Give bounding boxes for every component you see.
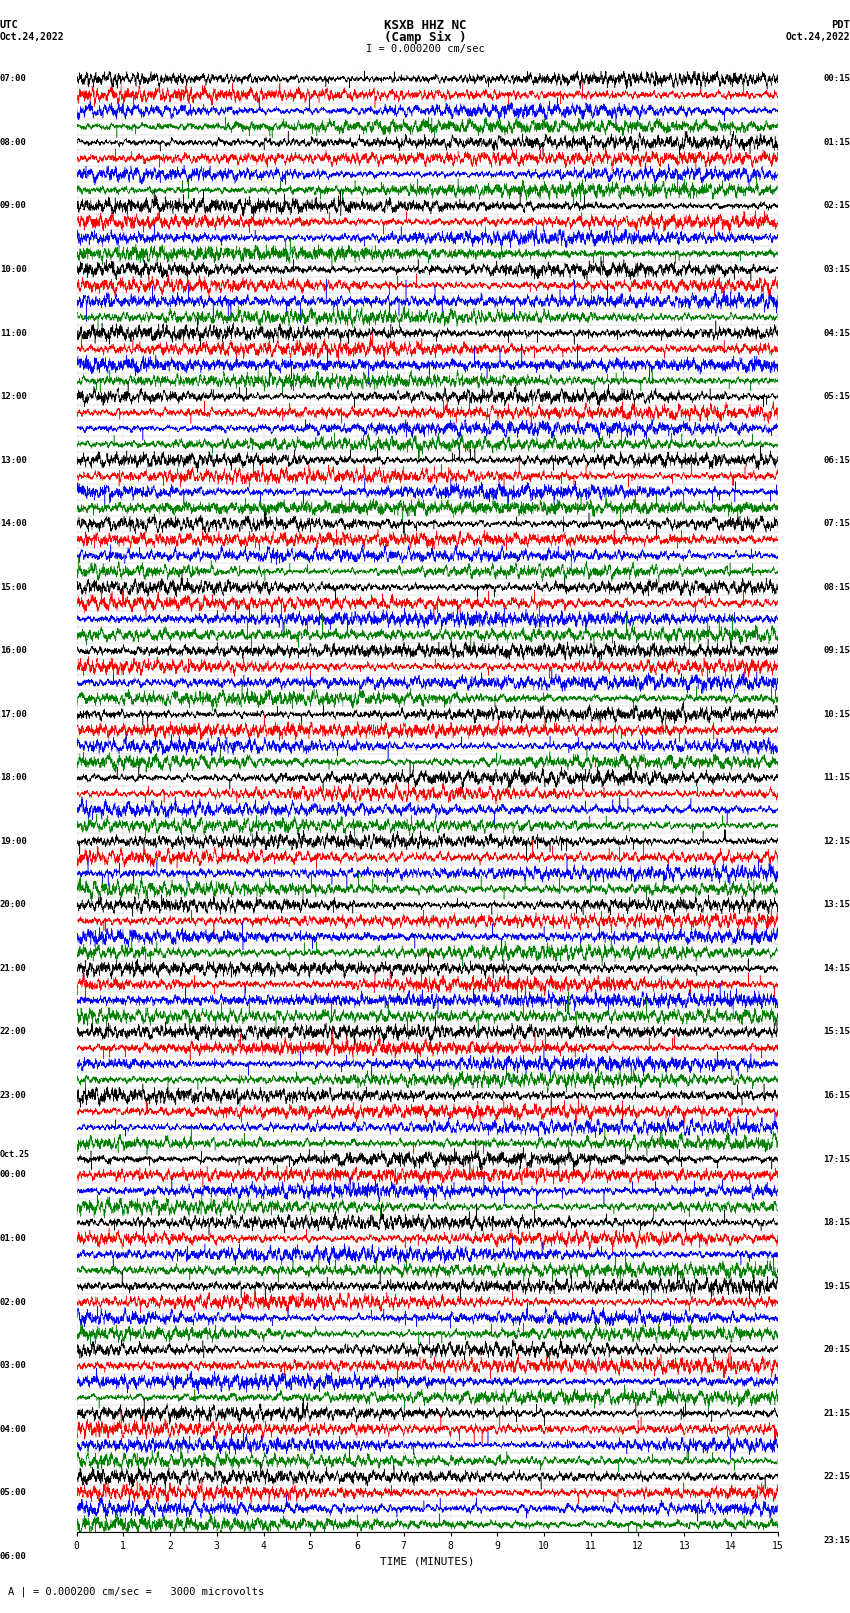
Text: 14:15: 14:15 — [823, 965, 850, 973]
Text: 20:15: 20:15 — [823, 1345, 850, 1355]
Text: 13:15: 13:15 — [823, 900, 850, 910]
Text: Oct.25: Oct.25 — [0, 1150, 30, 1158]
Text: 00:15: 00:15 — [823, 74, 850, 84]
Text: 14:00: 14:00 — [0, 519, 27, 527]
Text: 19:00: 19:00 — [0, 837, 27, 845]
Text: 09:00: 09:00 — [0, 202, 27, 210]
Text: 18:15: 18:15 — [823, 1218, 850, 1227]
Text: 01:00: 01:00 — [0, 1234, 27, 1244]
Text: (Camp Six ): (Camp Six ) — [383, 31, 467, 44]
Text: 03:15: 03:15 — [823, 265, 850, 274]
Text: 09:15: 09:15 — [823, 647, 850, 655]
Text: 03:00: 03:00 — [0, 1361, 27, 1369]
Text: Oct.24,2022: Oct.24,2022 — [0, 32, 65, 42]
Text: 02:00: 02:00 — [0, 1297, 27, 1307]
Text: 23:00: 23:00 — [0, 1090, 27, 1100]
Text: 11:00: 11:00 — [0, 329, 27, 337]
Text: 07:15: 07:15 — [823, 519, 850, 527]
Text: 04:00: 04:00 — [0, 1424, 27, 1434]
Text: KSXB HHZ NC: KSXB HHZ NC — [383, 18, 467, 32]
Text: 12:00: 12:00 — [0, 392, 27, 402]
Text: 20:00: 20:00 — [0, 900, 27, 910]
Text: 05:00: 05:00 — [0, 1489, 27, 1497]
Text: 21:15: 21:15 — [823, 1408, 850, 1418]
Text: A | = 0.000200 cm/sec =   3000 microvolts: A | = 0.000200 cm/sec = 3000 microvolts — [8, 1587, 264, 1597]
Text: 02:15: 02:15 — [823, 202, 850, 210]
Text: 17:15: 17:15 — [823, 1155, 850, 1163]
Text: 18:00: 18:00 — [0, 773, 27, 782]
Text: 10:00: 10:00 — [0, 265, 27, 274]
Text: 11:15: 11:15 — [823, 773, 850, 782]
Text: 07:00: 07:00 — [0, 74, 27, 84]
Text: 04:15: 04:15 — [823, 329, 850, 337]
Text: PDT: PDT — [831, 19, 850, 31]
Text: 08:00: 08:00 — [0, 139, 27, 147]
Text: 08:15: 08:15 — [823, 582, 850, 592]
Text: 00:00: 00:00 — [0, 1171, 27, 1179]
Text: 23:15: 23:15 — [823, 1536, 850, 1545]
Text: 15:15: 15:15 — [823, 1027, 850, 1037]
Text: 15:00: 15:00 — [0, 582, 27, 592]
Text: 01:15: 01:15 — [823, 139, 850, 147]
Text: 16:15: 16:15 — [823, 1090, 850, 1100]
Text: 13:00: 13:00 — [0, 455, 27, 465]
Text: Oct.24,2022: Oct.24,2022 — [785, 32, 850, 42]
Text: 10:15: 10:15 — [823, 710, 850, 719]
Text: 17:00: 17:00 — [0, 710, 27, 719]
Text: UTC: UTC — [0, 19, 19, 31]
Text: I = 0.000200 cm/sec: I = 0.000200 cm/sec — [366, 44, 484, 55]
Text: 06:00: 06:00 — [0, 1552, 27, 1561]
Text: 12:15: 12:15 — [823, 837, 850, 845]
Text: 05:15: 05:15 — [823, 392, 850, 402]
Text: 16:00: 16:00 — [0, 647, 27, 655]
Text: 21:00: 21:00 — [0, 965, 27, 973]
Text: 06:15: 06:15 — [823, 455, 850, 465]
Text: 19:15: 19:15 — [823, 1282, 850, 1290]
Text: 22:15: 22:15 — [823, 1473, 850, 1481]
X-axis label: TIME (MINUTES): TIME (MINUTES) — [380, 1557, 474, 1566]
Text: 22:00: 22:00 — [0, 1027, 27, 1037]
